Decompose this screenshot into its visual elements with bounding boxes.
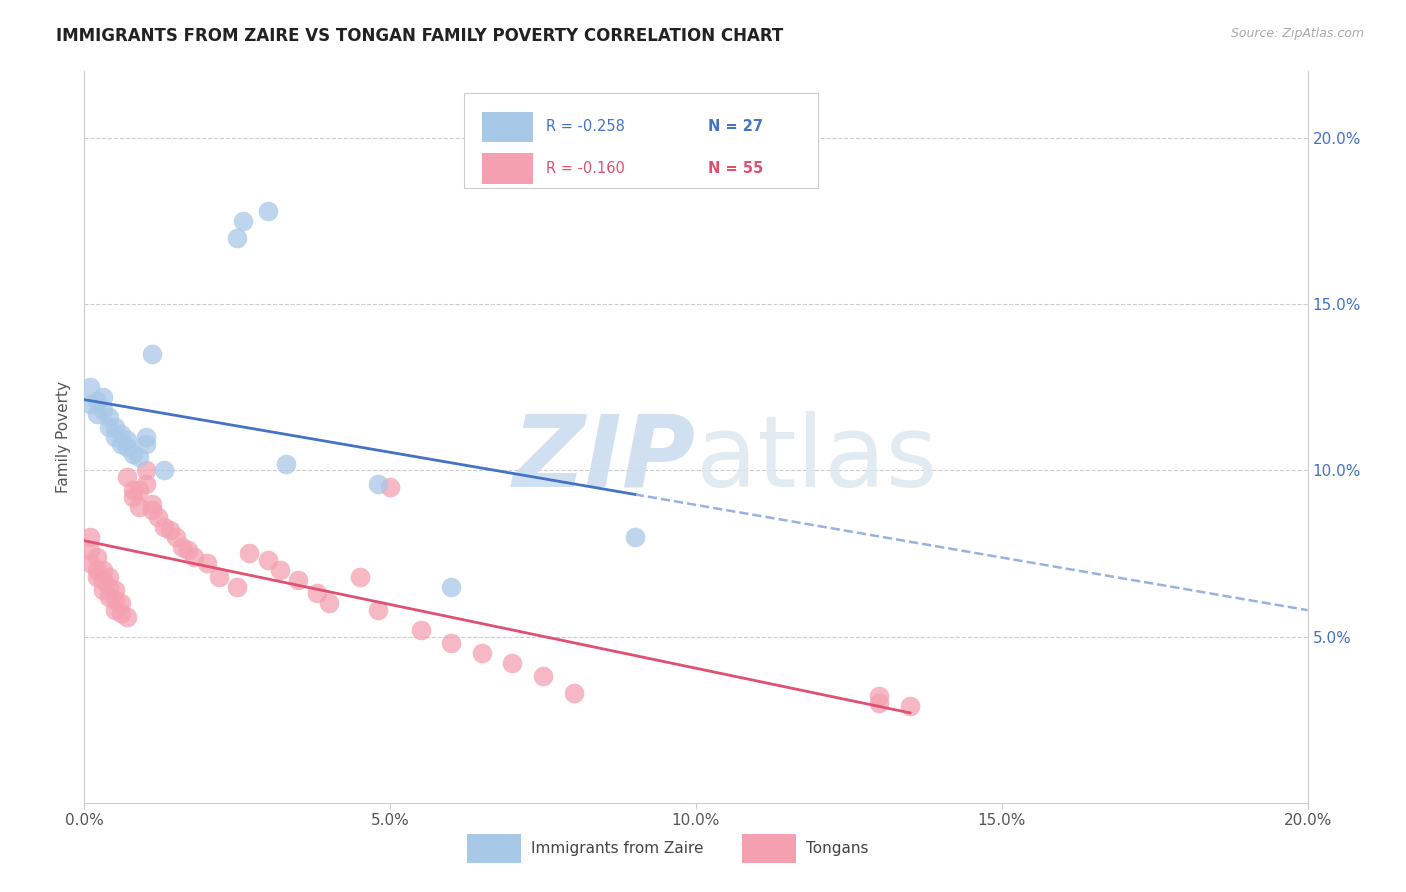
- Point: [104, 420, 127, 434]
- FancyBboxPatch shape: [464, 94, 818, 188]
- FancyBboxPatch shape: [482, 112, 533, 143]
- Point: [86, 407, 108, 421]
- Point: [86, 549, 108, 564]
- Point: [380, 480, 402, 494]
- Point: [91, 390, 114, 404]
- Point: [287, 573, 309, 587]
- Point: [531, 669, 554, 683]
- Text: R = -0.160: R = -0.160: [546, 161, 624, 176]
- Point: [104, 582, 127, 597]
- Point: [257, 204, 280, 219]
- Point: [153, 520, 176, 534]
- Point: [502, 656, 524, 670]
- Point: [122, 447, 145, 461]
- FancyBboxPatch shape: [742, 834, 796, 863]
- Point: [110, 607, 132, 621]
- Point: [115, 609, 138, 624]
- FancyBboxPatch shape: [482, 153, 533, 184]
- Point: [91, 573, 114, 587]
- Point: [898, 699, 921, 714]
- Point: [135, 430, 157, 444]
- Point: [104, 430, 127, 444]
- Point: [128, 450, 150, 464]
- Point: [135, 436, 157, 450]
- Point: [349, 570, 371, 584]
- Point: [869, 690, 891, 704]
- Point: [367, 476, 389, 491]
- Point: [91, 582, 114, 597]
- Point: [471, 646, 494, 660]
- Text: IMMIGRANTS FROM ZAIRE VS TONGAN FAMILY POVERTY CORRELATION CHART: IMMIGRANTS FROM ZAIRE VS TONGAN FAMILY P…: [56, 27, 783, 45]
- Point: [115, 434, 138, 448]
- Point: [232, 214, 254, 228]
- Text: N = 27: N = 27: [709, 120, 763, 135]
- Point: [562, 686, 585, 700]
- Point: [97, 590, 120, 604]
- Point: [91, 403, 114, 417]
- Text: Tongans: Tongans: [806, 841, 869, 856]
- Point: [141, 503, 163, 517]
- Point: [440, 580, 463, 594]
- Point: [257, 553, 280, 567]
- Point: [409, 623, 432, 637]
- Point: [226, 580, 249, 594]
- Point: [141, 497, 163, 511]
- Y-axis label: Family Poverty: Family Poverty: [56, 381, 72, 493]
- Point: [86, 570, 108, 584]
- Point: [79, 397, 101, 411]
- Point: [110, 436, 132, 450]
- Point: [208, 570, 231, 584]
- Point: [624, 530, 647, 544]
- Point: [141, 347, 163, 361]
- Point: [367, 603, 389, 617]
- Point: [135, 476, 157, 491]
- Text: Source: ZipAtlas.com: Source: ZipAtlas.com: [1230, 27, 1364, 40]
- Text: N = 55: N = 55: [709, 161, 763, 176]
- Point: [305, 586, 328, 600]
- Point: [183, 549, 205, 564]
- Point: [91, 563, 114, 577]
- Point: [86, 393, 108, 408]
- Point: [115, 440, 138, 454]
- Point: [128, 500, 150, 514]
- Point: [97, 570, 120, 584]
- Point: [110, 596, 132, 610]
- Text: Immigrants from Zaire: Immigrants from Zaire: [531, 841, 703, 856]
- Point: [104, 593, 127, 607]
- Point: [79, 530, 101, 544]
- Point: [165, 530, 187, 544]
- Point: [159, 523, 181, 537]
- Point: [110, 426, 132, 441]
- Point: [269, 563, 291, 577]
- Point: [97, 410, 120, 425]
- Point: [318, 596, 340, 610]
- Point: [172, 540, 194, 554]
- Point: [115, 470, 138, 484]
- Point: [226, 230, 249, 244]
- Point: [153, 463, 176, 477]
- Point: [128, 483, 150, 498]
- Point: [440, 636, 463, 650]
- Point: [276, 457, 298, 471]
- Text: R = -0.258: R = -0.258: [546, 120, 624, 135]
- Text: atlas: atlas: [696, 410, 938, 508]
- Point: [79, 543, 101, 558]
- Point: [97, 580, 120, 594]
- Point: [869, 696, 891, 710]
- Point: [97, 420, 120, 434]
- Point: [86, 563, 108, 577]
- Point: [79, 557, 101, 571]
- Point: [122, 483, 145, 498]
- Point: [238, 546, 260, 560]
- FancyBboxPatch shape: [467, 834, 522, 863]
- Point: [79, 380, 101, 394]
- Text: ZIP: ZIP: [513, 410, 696, 508]
- Point: [195, 557, 218, 571]
- Point: [122, 490, 145, 504]
- Point: [135, 463, 157, 477]
- Point: [177, 543, 200, 558]
- Point: [146, 509, 169, 524]
- Point: [104, 603, 127, 617]
